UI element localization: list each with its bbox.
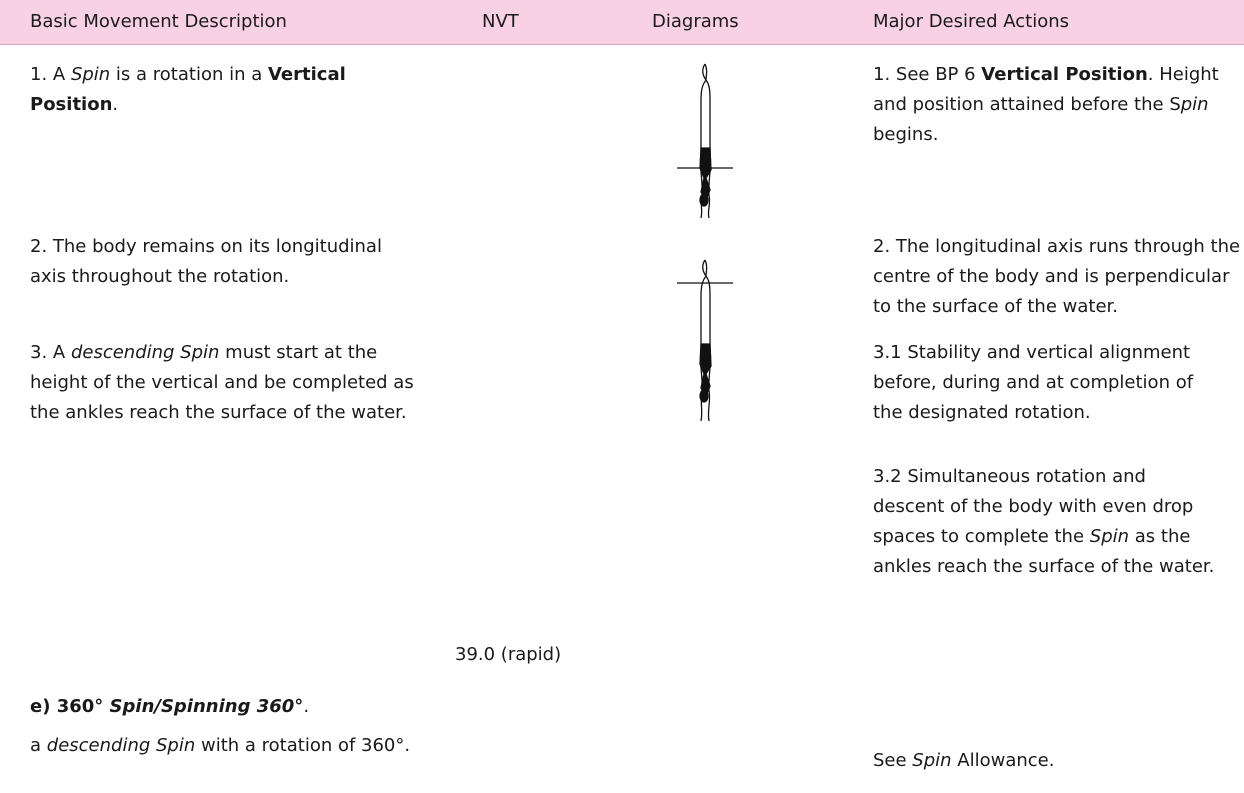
text: .	[112, 94, 119, 115]
text: See	[873, 750, 913, 771]
text: 2. The longitudinal axis runs through th…	[873, 236, 1241, 317]
paragraph: 2. The body remains on its longitudinal …	[30, 232, 410, 292]
nvt-value: 39.0 (rapid)	[455, 644, 562, 665]
text: .	[303, 696, 310, 717]
text: . Height and position attained before th…	[873, 64, 1219, 115]
text: Spin	[912, 750, 952, 771]
text: 2. The body remains on its longitudinal …	[30, 236, 382, 287]
text: 1. A	[30, 64, 71, 85]
text: pin	[1180, 94, 1209, 115]
paragraph: 1. See BP 6 Vertical Position. Height an…	[873, 60, 1243, 150]
table-header: Basic Movement Description NVT Diagrams …	[0, 0, 1244, 45]
paragraph: 3.1 Stability and vertical alignment bef…	[873, 338, 1213, 428]
column-header: Diagrams	[652, 11, 739, 32]
text: is a rotation in a	[110, 64, 268, 85]
text: 3.1 Stability and vertical alignment bef…	[873, 342, 1194, 423]
paragraph: 3.2 Simultaneous rotation and descent of…	[873, 462, 1218, 582]
diver-figure	[677, 63, 733, 219]
text: must start at the height of the vertical…	[30, 342, 414, 423]
column-header: Basic Movement Description	[30, 11, 287, 32]
text: Vertical Position	[30, 64, 346, 115]
column-header: Major Desired Actions	[873, 11, 1069, 32]
text: 1. See BP 6	[873, 64, 982, 85]
column-header: NVT	[482, 11, 519, 32]
text: 3. A	[30, 342, 71, 363]
paragraph: 2. The longitudinal axis runs through th…	[873, 232, 1243, 322]
text: descending Spin	[46, 735, 196, 756]
diver-figure	[677, 259, 733, 422]
text: Spin	[70, 64, 111, 85]
text: Spin	[1089, 526, 1130, 547]
text: Allowance.	[951, 750, 1055, 771]
definition: a descending Spin with a rotation of 360…	[30, 730, 430, 762]
text: Spin/Spinning 360°	[109, 696, 304, 717]
text: as the ankles reach the surface of the w…	[873, 526, 1215, 577]
diagrams	[677, 63, 733, 422]
text: descending Spin	[70, 342, 220, 363]
text: Vertical Position	[981, 64, 1148, 85]
text: 3.2 Simultaneous rotation and descent of…	[873, 466, 1194, 547]
paragraph: See Spin Allowance.	[873, 746, 1233, 776]
paragraph: 1. A Spin is a rotation in a Vertical Po…	[30, 60, 360, 120]
text: a	[30, 735, 47, 756]
text: with a rotation of 360°.	[195, 735, 411, 756]
text: e) 360°	[30, 696, 110, 717]
paragraph: 3. A descending Spin must start at the h…	[30, 338, 440, 428]
text: begins.	[873, 124, 939, 145]
heading: e) 360° Spin/Spinning 360°.	[30, 692, 460, 722]
